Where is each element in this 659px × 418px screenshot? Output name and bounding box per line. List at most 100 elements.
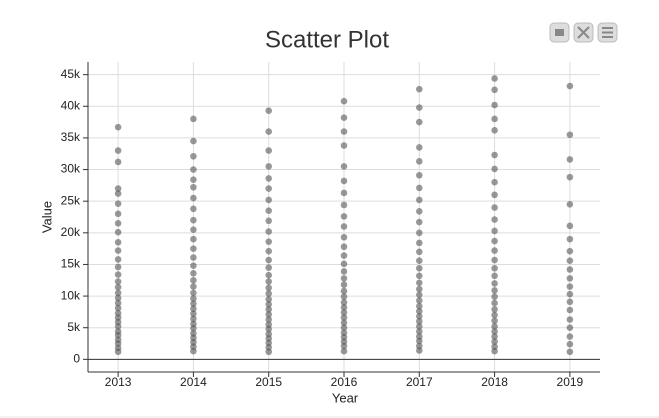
- point: [415, 279, 423, 287]
- point: [340, 177, 348, 185]
- y-tick-label: 15k: [61, 257, 81, 271]
- point: [190, 245, 197, 252]
- point: [566, 222, 574, 230]
- point: [190, 183, 197, 191]
- point: [415, 291, 423, 299]
- point: [265, 256, 273, 264]
- point: [265, 311, 273, 318]
- point: [114, 220, 122, 227]
- point: [265, 278, 273, 285]
- point: [491, 256, 498, 264]
- point: [190, 254, 197, 261]
- point: [566, 235, 574, 243]
- fullscreen-icon: [577, 26, 590, 39]
- point: [340, 347, 348, 355]
- point: [265, 330, 273, 338]
- point: [491, 165, 498, 173]
- point: [415, 272, 423, 280]
- point: [491, 317, 498, 325]
- point: [340, 314, 348, 321]
- point: [114, 328, 122, 335]
- point: [340, 233, 348, 241]
- point: [265, 321, 273, 328]
- point: [265, 247, 273, 255]
- point: [566, 247, 574, 255]
- point: [340, 243, 348, 251]
- point: [265, 271, 273, 279]
- point: [114, 239, 122, 246]
- point: [415, 229, 423, 237]
- point: [415, 285, 423, 293]
- y-tick-label: 5k: [67, 320, 81, 334]
- point: [190, 262, 197, 270]
- point: [114, 158, 122, 166]
- point: [340, 142, 348, 149]
- point: [491, 272, 498, 280]
- point: [415, 85, 423, 93]
- point: [491, 247, 498, 254]
- point: [265, 175, 273, 182]
- point: [114, 247, 122, 254]
- point: [114, 299, 122, 307]
- point: [190, 283, 197, 290]
- point: [340, 324, 348, 332]
- point: [491, 115, 498, 123]
- point: [114, 271, 122, 278]
- point: [415, 302, 423, 310]
- point: [340, 260, 348, 268]
- point: [340, 189, 348, 197]
- point: [114, 200, 122, 208]
- point: [340, 287, 348, 295]
- y-tick-label: 45k: [61, 67, 81, 81]
- point: [415, 184, 423, 192]
- point: [190, 137, 197, 145]
- point: [415, 248, 423, 256]
- point: [265, 264, 273, 271]
- point: [340, 309, 348, 316]
- point: [114, 256, 122, 263]
- point: [491, 280, 498, 287]
- point: [340, 201, 348, 209]
- point: [190, 300, 197, 307]
- point: [491, 127, 498, 134]
- point: [340, 223, 348, 230]
- point: [190, 166, 197, 173]
- point: [114, 228, 122, 236]
- point: [415, 313, 423, 320]
- point: [340, 329, 348, 337]
- point: [114, 147, 122, 154]
- point: [190, 330, 197, 337]
- point: [340, 252, 348, 259]
- x-tick-label: 2013: [105, 375, 132, 389]
- point: [491, 178, 498, 186]
- point: [114, 304, 122, 312]
- point: [265, 284, 273, 292]
- point: [566, 298, 574, 306]
- point: [491, 343, 498, 350]
- y-tick-label: 35k: [61, 130, 81, 144]
- point: [415, 208, 423, 215]
- point: [265, 295, 273, 303]
- y-tick-label: 25k: [61, 193, 81, 207]
- point: [566, 348, 574, 356]
- point: [340, 268, 348, 275]
- point: [265, 207, 273, 214]
- point: [491, 306, 498, 313]
- point: [415, 307, 423, 315]
- point: [566, 201, 574, 208]
- point: [265, 301, 273, 308]
- point: [114, 185, 122, 192]
- point: [190, 289, 197, 297]
- point: [491, 227, 498, 235]
- point: [114, 263, 122, 271]
- point: [415, 342, 423, 350]
- point: [415, 333, 423, 340]
- point: [415, 171, 423, 179]
- menu-icon: [602, 27, 613, 38]
- point: [491, 75, 498, 82]
- point: [340, 114, 348, 121]
- y-tick-label: 0: [73, 352, 80, 366]
- point: [491, 338, 498, 345]
